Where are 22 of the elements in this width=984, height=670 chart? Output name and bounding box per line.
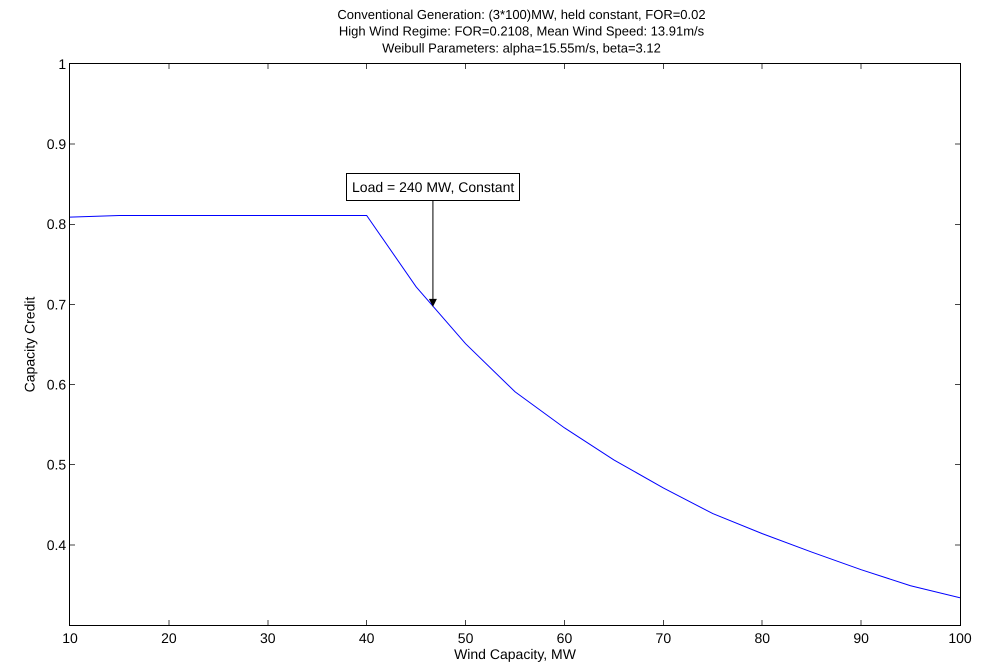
chart-title: Conventional Generation: (3*100)MW, held constant, FOR=0.02 High Wind Regime: FOR=0.2108, Mean Wind Speed: 13.91m/s Weibull Parameters: alpha=15.55m/s, beta=3.12 xyxy=(337,6,706,56)
y-tick-label: 0.7 xyxy=(46,296,66,312)
x-tick-label: 80 xyxy=(754,630,770,646)
x-tick-label: 30 xyxy=(260,630,276,646)
annotation: Load = 240 MW, Constant xyxy=(352,179,514,195)
x-tick-label: 60 xyxy=(556,630,572,646)
x-tick-label: 90 xyxy=(853,630,870,646)
x-tick-label: 40 xyxy=(358,630,375,646)
y-tick-label: 0.4 xyxy=(46,536,66,553)
x-tick-label: 10 xyxy=(62,630,78,646)
x-tick-label: 50 xyxy=(458,630,474,646)
y-axis-title: Capacity Credit xyxy=(21,296,38,392)
y-tick-label: 0.8 xyxy=(46,216,66,232)
x-tick-label: 20 xyxy=(161,630,177,646)
y-tick-label: 1 xyxy=(58,56,66,72)
x-tick-label: 100 xyxy=(948,630,972,646)
x-axis-title: Wind Capacity, MW xyxy=(454,646,577,662)
line-series xyxy=(70,214,960,598)
x-tick-label: 70 xyxy=(656,630,672,646)
y-tick-label: 0.5 xyxy=(46,456,66,473)
y-tick-label: 0.6 xyxy=(46,376,66,392)
y-tick-label: 0.9 xyxy=(46,136,66,152)
